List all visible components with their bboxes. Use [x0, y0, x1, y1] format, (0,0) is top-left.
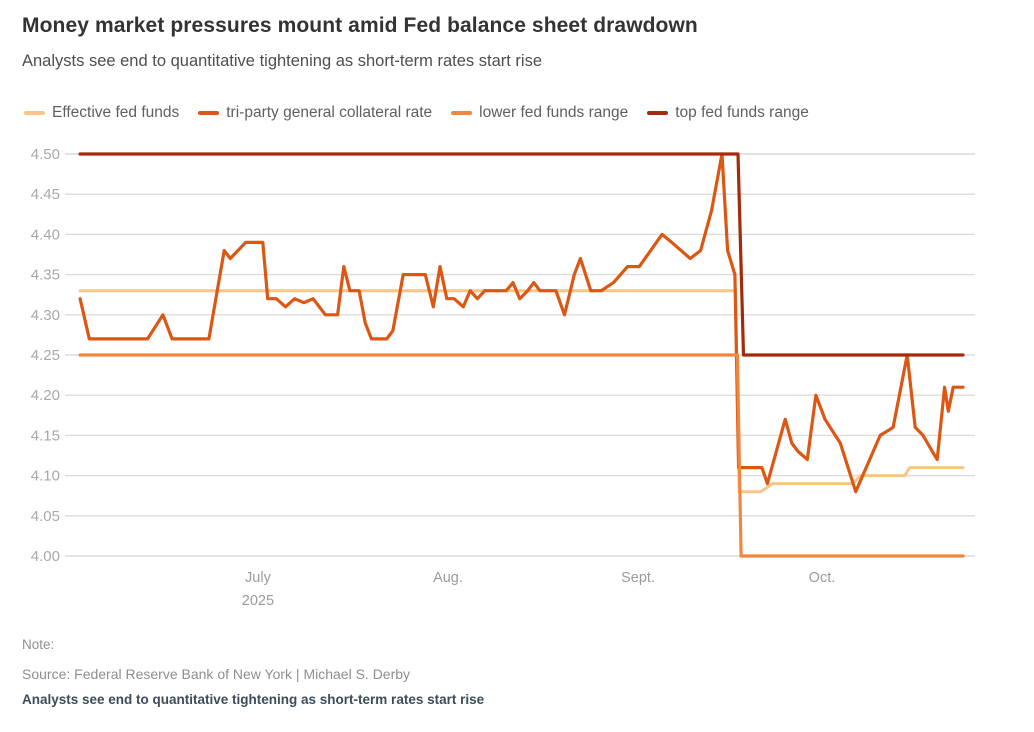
legend-label-effective-fed-funds: Effective fed funds	[52, 104, 180, 121]
legend-item-tri-party-general-collateral-rate: tri-party general collateral rate	[198, 104, 432, 122]
legend-item-effective-fed-funds: Effective fed funds	[24, 104, 179, 122]
page-title: Money market pressures mount amid Fed ba…	[22, 14, 698, 37]
y-axis-labels: 4.00 4.05 4.10 4.15 4.20 4.25 4.30 4.35 4.40 4.45…	[31, 146, 60, 565]
y-tick-4.25: 4.25	[31, 347, 60, 364]
x-tick-sub-july: 2025	[242, 593, 274, 609]
y-tick-4.40: 4.40	[31, 226, 60, 243]
note-label: Note:	[22, 637, 55, 652]
x-axis-labels: July 2025 Aug. Sept. Oct.	[242, 570, 835, 609]
legend-label-tri-party-general-collateral-rate: tri-party general collateral rate	[226, 104, 433, 121]
y-tick-4.05: 4.05	[31, 508, 60, 525]
legend-swatch-top-fed-funds-range	[647, 111, 669, 115]
rate-chart: 4.00 4.05 4.10 4.15 4.20 4.25 4.30 4.35 4.40 4.45…	[31, 146, 975, 609]
page-subtitle: Analysts see end to quantitative tighten…	[22, 52, 543, 70]
source-line: Source: Federal Reserve Bank of New York…	[22, 666, 411, 682]
header: Money market pressures mount amid Fed ba…	[22, 14, 1012, 71]
y-tick-4.10: 4.10	[31, 468, 60, 485]
y-tick-4.15: 4.15	[31, 427, 60, 444]
legend-label-top-fed-funds-range: top fed funds range	[675, 104, 809, 121]
y-tick-4.50: 4.50	[31, 146, 60, 163]
y-tick-4.30: 4.30	[31, 307, 60, 324]
y-tick-4.20: 4.20	[31, 387, 60, 404]
legend-label-lower-fed-funds-range: lower fed funds range	[479, 104, 629, 121]
y-tick-4.00: 4.00	[31, 548, 60, 565]
x-tick-sept: Sept.	[621, 570, 655, 586]
y-tick-4.45: 4.45	[31, 186, 60, 203]
legend-swatch-tri-party-general-collateral-rate	[198, 111, 220, 115]
legend-item-lower-fed-funds-range: lower fed funds range	[451, 104, 628, 122]
y-tick-4.35: 4.35	[31, 267, 60, 284]
series-line-tri-party-general-collateral-rate	[78, 152, 965, 494]
series-line-lower-fed-funds-range	[78, 353, 965, 558]
x-tick-aug: Aug.	[433, 570, 463, 586]
legend-item-top-fed-funds-range: top fed funds range	[647, 104, 809, 122]
footer-tagline: Analysts see end to quantitative tighten…	[22, 692, 485, 707]
x-tick-oct: Oct.	[809, 570, 836, 586]
x-tick-july: July	[245, 570, 272, 586]
series-line-top-fed-funds-range	[78, 152, 965, 357]
legend-swatch-effective-fed-funds	[24, 111, 45, 115]
legend-swatch-lower-fed-funds-range	[451, 111, 473, 115]
chart-legend: Effective fed funds tri-party general col…	[24, 104, 1012, 122]
